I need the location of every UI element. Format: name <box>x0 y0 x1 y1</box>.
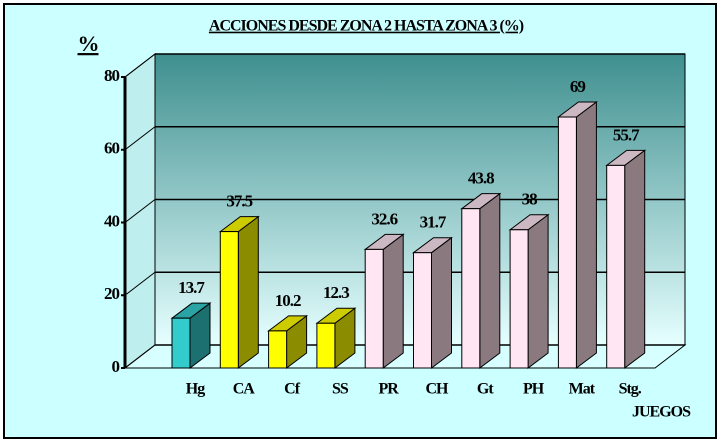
bar <box>316 322 336 369</box>
bar <box>413 252 432 369</box>
grid-line <box>124 126 156 151</box>
bar <box>557 116 577 369</box>
x-tick-label: CA <box>233 381 256 398</box>
bar <box>268 330 288 369</box>
value-label: 69 <box>570 77 586 96</box>
y-tick-label: 20 <box>104 284 120 303</box>
x-tick-label: Hg <box>186 381 205 398</box>
x-tick-label: CH <box>426 381 450 398</box>
bar-side <box>479 192 501 369</box>
x-tick-label: Stg. <box>619 381 642 398</box>
value-label: 12.3 <box>323 283 349 302</box>
x-tick-label: PR <box>379 381 400 398</box>
x-tick-label: SS <box>332 381 349 398</box>
value-label: 10.2 <box>275 291 301 310</box>
bar-side <box>237 215 259 370</box>
grid-line <box>124 271 156 296</box>
bar <box>509 229 529 369</box>
x-axis-label: JUEGOS <box>632 404 691 421</box>
y-tick-label: 80 <box>104 66 120 85</box>
bar-side <box>575 101 597 369</box>
bar-side <box>527 213 549 369</box>
chart-title: ACCIONES DESDE ZONA 2 HASTA ZONA 3 (%) <box>209 18 524 35</box>
bar <box>171 317 191 369</box>
bar <box>364 248 384 369</box>
y-tick-label: 40 <box>104 211 120 230</box>
value-label: 37.5 <box>226 192 252 211</box>
grid-line <box>124 199 156 223</box>
bar-side <box>382 233 404 369</box>
y-axis-label: % <box>78 31 99 56</box>
value-label: 31.7 <box>420 213 447 232</box>
value-label: 43.8 <box>468 169 494 188</box>
value-label: 38 <box>522 190 538 209</box>
bar <box>219 231 239 369</box>
bar-side <box>624 149 646 369</box>
bar <box>606 164 626 369</box>
x-tick-label: Mat <box>569 381 596 398</box>
value-label: 13.7 <box>178 278 205 297</box>
value-label: 32.6 <box>371 209 397 228</box>
x-tick-label: PH <box>523 381 545 398</box>
value-label: 55.7 <box>613 125 640 144</box>
y-tick-label: 0 <box>112 357 120 376</box>
bar-side <box>431 236 452 369</box>
x-tick-label: Gt <box>477 381 494 398</box>
x-tick-label: Cf <box>284 381 301 398</box>
grid-line <box>124 344 156 369</box>
y-tick-label: 60 <box>104 139 120 158</box>
grid-line <box>124 53 156 78</box>
bar <box>461 208 481 369</box>
